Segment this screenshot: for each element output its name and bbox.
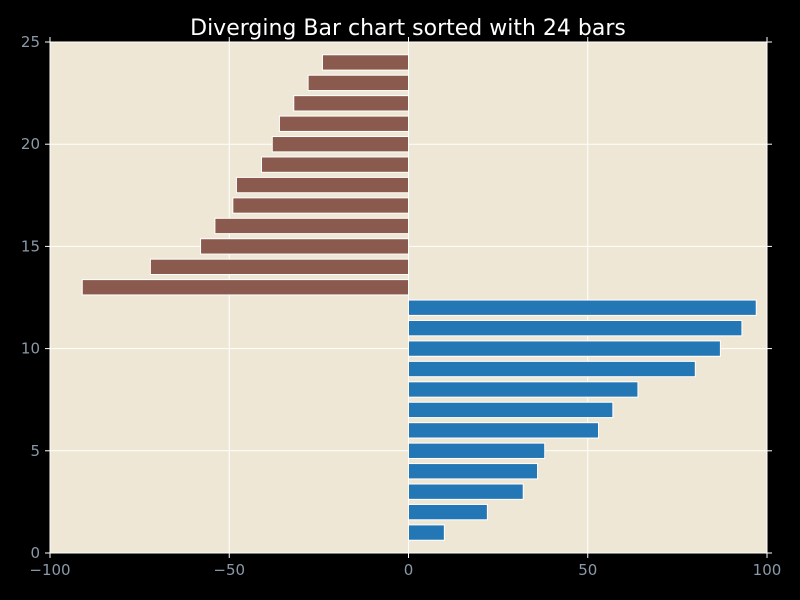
chart-title: Diverging Bar chart sorted with 24 bars — [190, 16, 626, 41]
x-tick-label: −50 — [213, 561, 245, 579]
bar — [235, 176, 409, 194]
y-tick-label: 15 — [21, 237, 40, 255]
bar — [200, 238, 409, 255]
bar — [408, 401, 614, 419]
y-tick-label: 20 — [21, 135, 40, 153]
y-tick-label: 0 — [30, 544, 40, 562]
bar — [214, 217, 409, 235]
bar — [408, 422, 600, 439]
y-tick-label: 10 — [21, 340, 40, 358]
y-tick-label: 25 — [21, 33, 40, 51]
bar — [321, 54, 409, 71]
x-tick-label: −100 — [29, 561, 70, 579]
tick-labels: −100 −50 0 50 100 0 5 10 15 20 25 — [21, 33, 781, 579]
bar — [408, 483, 524, 500]
bar — [149, 258, 409, 276]
bar — [408, 381, 639, 398]
bar — [271, 136, 409, 153]
bar — [408, 319, 743, 337]
y-tick-label: 5 — [30, 442, 40, 460]
bars — [81, 54, 757, 541]
bar — [408, 360, 696, 378]
bar — [232, 197, 409, 214]
x-tick-label: 0 — [404, 561, 414, 579]
x-tick-label: 50 — [578, 561, 597, 579]
bar — [307, 74, 409, 92]
bar — [293, 95, 409, 112]
bar — [81, 279, 409, 296]
bar — [408, 299, 757, 316]
x-tick-label: 100 — [753, 561, 782, 579]
bar — [408, 463, 539, 480]
bar — [278, 115, 409, 132]
bar — [261, 156, 410, 173]
bar — [408, 442, 546, 459]
bar — [408, 503, 488, 521]
axes — [45, 37, 772, 558]
bar — [408, 340, 721, 357]
bar — [408, 524, 445, 541]
